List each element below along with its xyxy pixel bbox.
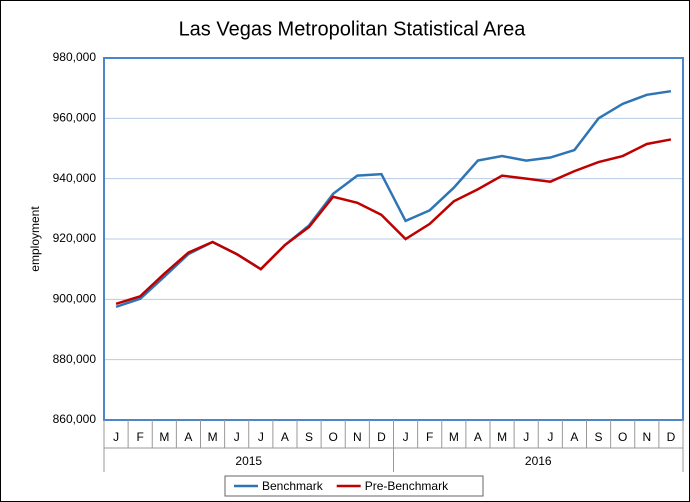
legend-label: Pre-Benchmark <box>365 479 449 493</box>
x-group-label: 2016 <box>525 454 552 468</box>
x-tick-label: S <box>595 430 603 444</box>
legend-label: Benchmark <box>262 479 324 493</box>
x-tick-label: J <box>113 430 119 444</box>
series-line <box>115 138 672 306</box>
y-tick-label: 940,000 <box>53 171 97 185</box>
y-tick-label: 880,000 <box>53 352 97 366</box>
y-tick-label: 920,000 <box>53 231 97 245</box>
x-tick-label: O <box>618 430 627 444</box>
x-tick-label: J <box>234 430 240 444</box>
x-tick-label: F <box>137 430 144 444</box>
y-tick-label: 980,000 <box>53 50 97 64</box>
x-tick-label: N <box>353 430 362 444</box>
x-tick-label: N <box>642 430 651 444</box>
x-tick-label: O <box>329 430 338 444</box>
x-tick-label: S <box>305 430 313 444</box>
x-tick-label: A <box>570 430 578 444</box>
x-tick-label: D <box>667 430 676 444</box>
x-tick-label: J <box>547 430 553 444</box>
x-tick-label: A <box>281 430 289 444</box>
x-tick-label: M <box>497 430 507 444</box>
y-tick-label: 900,000 <box>53 292 97 306</box>
chart-title: Las Vegas Metropolitan Statistical Area <box>179 18 527 40</box>
x-tick-label: D <box>377 430 386 444</box>
x-tick-label: M <box>208 430 218 444</box>
x-group-label: 2015 <box>235 454 262 468</box>
x-tick-label: J <box>403 430 409 444</box>
x-tick-label: M <box>159 430 169 444</box>
y-tick-label: 860,000 <box>53 412 97 426</box>
x-tick-label: A <box>184 430 192 444</box>
x-tick-label: F <box>426 430 433 444</box>
y-tick-label: 960,000 <box>53 111 97 125</box>
x-tick-label: A <box>474 430 482 444</box>
x-tick-label: J <box>258 430 264 444</box>
y-axis-label: employment <box>28 206 42 272</box>
x-tick-label: J <box>523 430 529 444</box>
x-tick-label: M <box>449 430 459 444</box>
